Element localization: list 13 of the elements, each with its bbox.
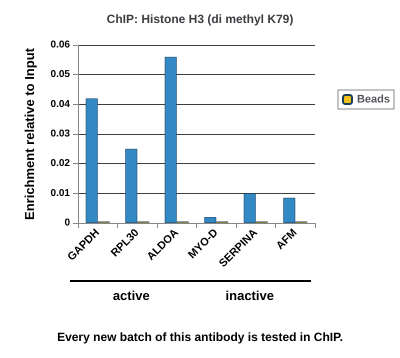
y-axis-title: Enrichment relative to Input — [22, 47, 37, 220]
text: Every new batch of this antibody is tested in ChIP. — [56, 330, 344, 344]
y-tick-label: 0 — [64, 218, 70, 228]
chart-title: ChIP: Histone H3 (di methyl K79) — [106, 12, 294, 26]
y-tick-label: 0.02 — [50, 158, 70, 170]
text: active — [70, 280, 193, 303]
legend-label: Beads — [356, 94, 390, 106]
y-tick-label: 0.03 — [50, 128, 70, 140]
y-tick-label: 0.06 — [50, 40, 70, 50]
y-tick-label: 0.04 — [50, 98, 70, 110]
y-tick-label: 0.05 — [50, 69, 70, 80]
y-tick-label: 0.01 — [50, 188, 70, 199]
text: inactive — [188, 280, 312, 303]
